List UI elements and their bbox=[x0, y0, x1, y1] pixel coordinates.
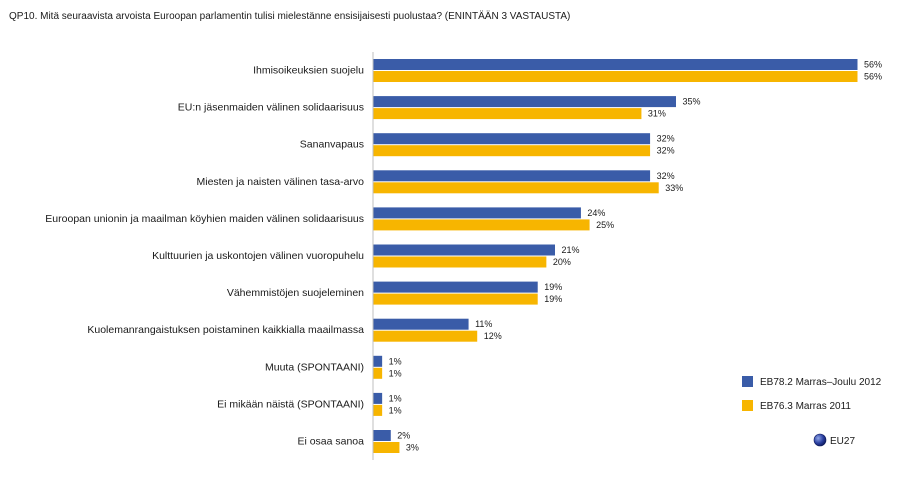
value-label: 56% bbox=[864, 60, 882, 70]
bar-eb76 bbox=[373, 71, 858, 82]
category-label: Kulttuurien ja uskontojen välinen vuorop… bbox=[152, 250, 364, 262]
value-label: 32% bbox=[657, 134, 675, 144]
legend-swatch bbox=[742, 376, 753, 387]
legend-label: EB78.2 Marras–Joulu 2012 bbox=[760, 377, 882, 388]
value-label: 19% bbox=[544, 294, 562, 304]
chart-title: QP10. Mitä seuraavista arvoista Euroopan… bbox=[9, 11, 571, 22]
category-label: Ihmisoikeuksien suojelu bbox=[253, 65, 364, 77]
bar-eb76 bbox=[373, 330, 478, 342]
bar-eb76 bbox=[373, 182, 659, 194]
value-label: 2% bbox=[397, 431, 410, 441]
bar-eb78 bbox=[373, 281, 538, 293]
bar-eb76 bbox=[373, 367, 383, 379]
value-label: 3% bbox=[406, 443, 419, 453]
bars bbox=[373, 59, 858, 453]
category-label: EU:n jäsenmaiden välinen solidaarisuus bbox=[178, 102, 364, 114]
category-labels: Ihmisoikeuksien suojelu EU:n jäsenmaiden … bbox=[45, 65, 364, 448]
bar-eb78 bbox=[373, 59, 858, 70]
category-label: Euroopan unionin ja maailman köyhien mai… bbox=[45, 213, 364, 225]
bar-eb78 bbox=[373, 318, 469, 330]
globe-icon bbox=[813, 433, 827, 447]
bar-eb76 bbox=[373, 256, 547, 268]
bar-eb78 bbox=[373, 133, 651, 145]
value-label: 1% bbox=[389, 405, 402, 415]
bar-eb78 bbox=[373, 207, 581, 219]
category-label: Kuolemanrangaistuksen poistaminen kaikki… bbox=[87, 324, 364, 336]
bar-eb78 bbox=[373, 392, 383, 404]
value-label: 33% bbox=[665, 183, 683, 193]
bar-eb76 bbox=[373, 108, 642, 120]
bar-eb76 bbox=[373, 293, 538, 305]
category-label: Ei mikään näistä (SPONTAANI) bbox=[217, 398, 364, 410]
legend-swatch bbox=[742, 400, 753, 411]
bar-eb76 bbox=[373, 442, 400, 453]
category-label: Muuta (SPONTAANI) bbox=[265, 361, 364, 373]
value-label: 32% bbox=[657, 171, 675, 181]
category-label: Ei osaa sanoa bbox=[297, 436, 364, 448]
value-label: 24% bbox=[587, 208, 605, 218]
category-label: Miesten ja naisten välinen tasa-arvo bbox=[196, 176, 364, 188]
bar-eb78 bbox=[373, 96, 676, 108]
bar-eb78 bbox=[373, 430, 391, 441]
value-label: 1% bbox=[389, 368, 402, 378]
value-label: 56% bbox=[864, 72, 882, 82]
bar-eb78 bbox=[373, 355, 383, 367]
category-label: Vähemmistöjen suojeleminen bbox=[227, 287, 364, 299]
value-label: 1% bbox=[389, 393, 402, 403]
bar-eb76 bbox=[373, 145, 651, 157]
legend-label: EB76.3 Marras 2011 bbox=[760, 401, 851, 412]
value-label: 20% bbox=[553, 257, 571, 267]
region-label: EU27 bbox=[830, 436, 855, 447]
value-label: 25% bbox=[596, 220, 614, 230]
category-label: Sananvapaus bbox=[300, 139, 364, 151]
value-label: 31% bbox=[648, 109, 666, 119]
bar-eb78 bbox=[373, 170, 651, 182]
value-label: 1% bbox=[389, 356, 402, 366]
value-label: 12% bbox=[484, 331, 502, 341]
bar-eb76 bbox=[373, 404, 383, 416]
value-label: 35% bbox=[683, 97, 701, 107]
value-labels: 56% 56% 35% 31% 32% 32% 32% 33% 24% 25% 21% 20% 19% 1… bbox=[389, 60, 882, 453]
value-label: 32% bbox=[657, 146, 675, 156]
value-label: 19% bbox=[544, 282, 562, 292]
bar-eb78 bbox=[373, 244, 555, 256]
value-label: 21% bbox=[562, 245, 580, 255]
bar-eb76 bbox=[373, 219, 590, 231]
legend: EB78.2 Marras–Joulu 2012 EB76.3 Marras 20… bbox=[742, 376, 882, 447]
value-label: 11% bbox=[475, 319, 492, 329]
